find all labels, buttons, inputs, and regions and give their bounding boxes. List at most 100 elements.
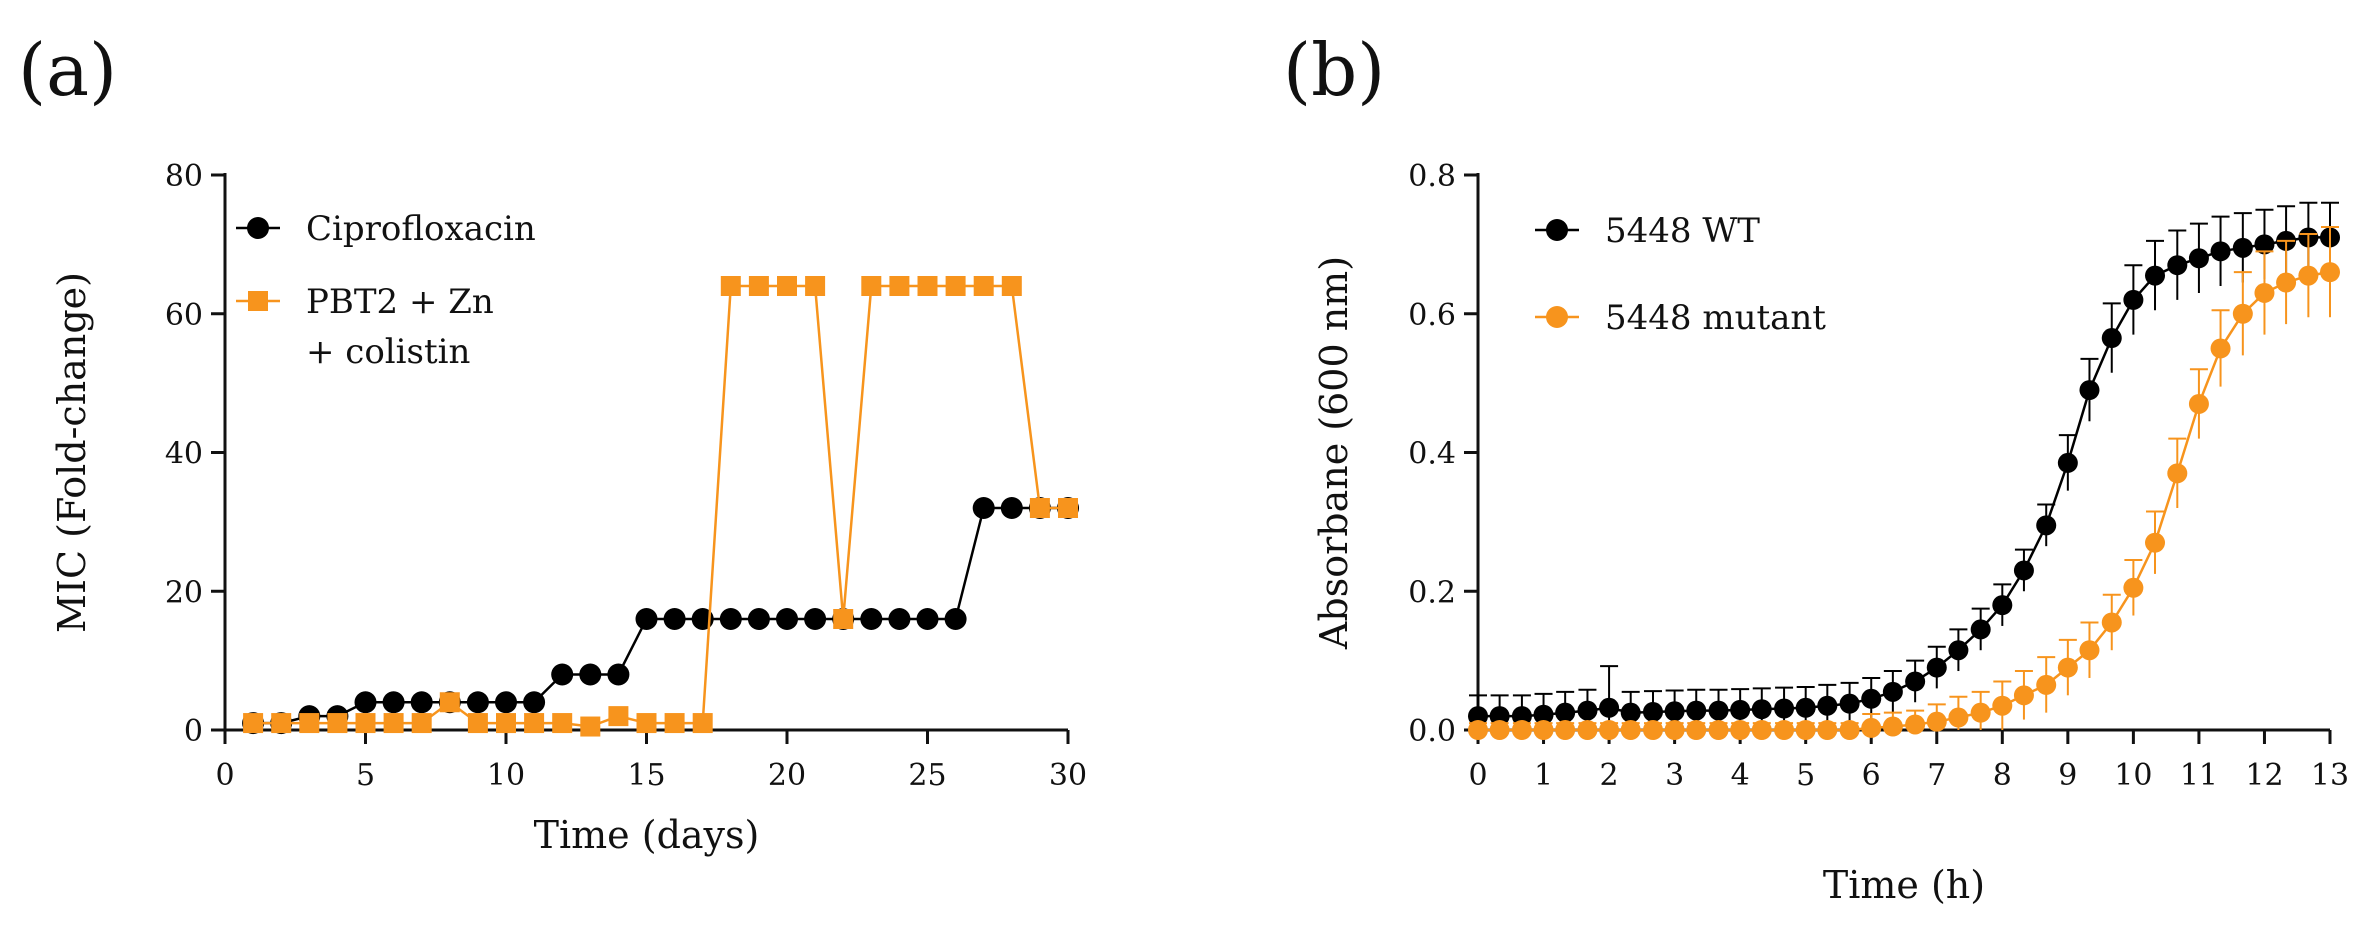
- data-point: [2013, 685, 2034, 706]
- x-tick-label: 10: [2114, 758, 2152, 793]
- data-point: [383, 713, 404, 734]
- data-point: [917, 276, 938, 296]
- series-0: [1468, 201, 2340, 730]
- data-point: [439, 692, 460, 713]
- legend-label: 5448 mutant: [1605, 298, 1826, 338]
- data-point: [719, 608, 742, 630]
- legend: Ciprofloxacin PBT2 + Zn + colistin: [236, 209, 536, 372]
- data-point: [1029, 498, 1050, 518]
- data-point: [1555, 702, 1576, 723]
- data-point: [608, 706, 629, 727]
- y-tick-label: 0.6: [1408, 298, 1456, 333]
- x-tick-label: 15: [627, 758, 665, 793]
- x-tick-label: 30: [1049, 758, 1087, 793]
- data-point: [1058, 498, 1078, 518]
- data-point: [2036, 674, 2057, 695]
- data-point: [1555, 720, 1576, 740]
- data-point: [1751, 699, 1772, 720]
- data-point: [945, 276, 966, 296]
- data-point: [2057, 452, 2078, 473]
- data-point: [2101, 612, 2122, 633]
- data-point: [2232, 237, 2253, 258]
- x-tick-label: 5: [356, 758, 375, 793]
- data-point: [1751, 720, 1772, 740]
- data-point: [1533, 704, 1554, 725]
- data-point: [1992, 695, 2013, 716]
- data-point: [1839, 693, 1860, 714]
- data-point: [2167, 463, 2188, 484]
- data-point: [1533, 720, 1554, 740]
- data-point: [271, 713, 292, 734]
- data-point: [720, 276, 741, 296]
- data-point: [1686, 700, 1707, 721]
- series-1: [1468, 226, 2340, 740]
- legend-label: Ciprofloxacin: [306, 209, 536, 249]
- data-point: [1620, 720, 1641, 740]
- data-point: [1817, 720, 1838, 740]
- data-point: [2254, 282, 2275, 303]
- data-point: [411, 713, 432, 734]
- data-point: [636, 713, 657, 734]
- data-point: [1730, 699, 1751, 720]
- x-tick-label: 20: [768, 758, 806, 793]
- data-point: [804, 608, 827, 630]
- y-tick-label: 80: [165, 159, 203, 194]
- data-point: [1774, 720, 1795, 740]
- x-tick-label: 2: [1600, 758, 1619, 793]
- data-point: [496, 713, 516, 734]
- data-point: [1001, 276, 1022, 296]
- series-line: [1478, 236, 2330, 718]
- panel-label: (a): [18, 28, 117, 112]
- data-point: [579, 663, 602, 686]
- x-tick-label: 13: [2311, 758, 2349, 793]
- legend-label: 5448 WT: [1605, 211, 1760, 251]
- x-tick-label: 7: [1927, 758, 1946, 793]
- data-point: [1817, 695, 1838, 716]
- data-point: [382, 691, 405, 714]
- data-point: [466, 691, 489, 714]
- series-line: [1478, 270, 2331, 732]
- data-point: [2210, 241, 2231, 262]
- data-point: [2145, 265, 2166, 286]
- data-point: [467, 713, 488, 734]
- legend-marker: [1546, 306, 1568, 328]
- data-point: [1861, 688, 1882, 709]
- data-point: [2079, 640, 2100, 661]
- y-tick-label: 20: [165, 575, 203, 610]
- x-tick-label: 12: [2245, 758, 2283, 793]
- data-point: [1839, 720, 1860, 740]
- data-point: [524, 713, 545, 734]
- x-axis-title: Time (h): [1823, 863, 1985, 907]
- series-1: [243, 276, 1078, 737]
- data-point: [1708, 700, 1729, 721]
- data-point: [635, 608, 658, 630]
- data-point: [1599, 720, 1620, 740]
- data-point: [777, 276, 797, 296]
- data-point: [299, 713, 320, 734]
- data-point: [1905, 714, 1926, 735]
- x-tick-label: 1: [1534, 758, 1553, 793]
- x-tick-label: 25: [908, 758, 946, 793]
- data-point: [1599, 697, 1620, 718]
- data-point: [2123, 289, 2144, 310]
- data-point: [664, 713, 685, 734]
- data-point: [1926, 711, 1947, 732]
- legend-label: PBT2 + Zn: [306, 282, 494, 322]
- data-point: [1642, 701, 1663, 722]
- data-point: [2254, 234, 2275, 255]
- data-point: [607, 663, 630, 686]
- legend-marker: [1546, 219, 1568, 241]
- data-point: [2145, 532, 2166, 553]
- data-point: [916, 608, 939, 630]
- data-point: [551, 663, 574, 686]
- y-tick-label: 0: [184, 714, 203, 749]
- data-point: [1511, 706, 1532, 727]
- y-tick-label: 0.4: [1408, 437, 1456, 472]
- data-point: [1468, 720, 1488, 740]
- data-point: [1948, 640, 1969, 661]
- data-point: [1577, 720, 1598, 740]
- x-axis-title: Time (days): [534, 813, 760, 857]
- data-point: [1708, 720, 1729, 740]
- x-tick-label: 4: [1731, 758, 1750, 793]
- data-point: [1774, 698, 1795, 719]
